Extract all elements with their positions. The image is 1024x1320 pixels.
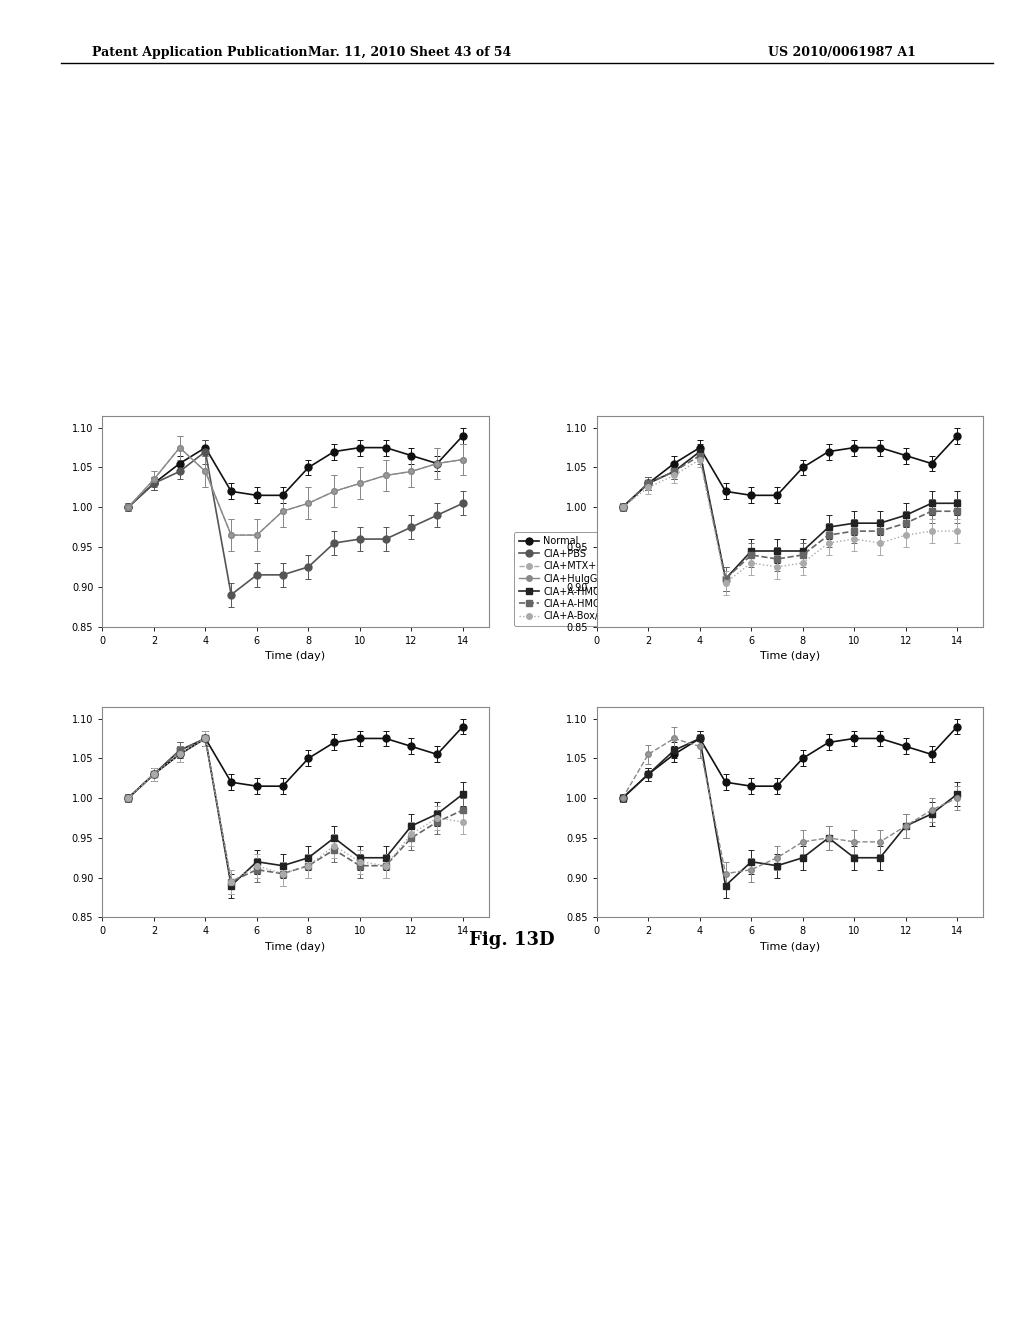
Text: Fig. 13D: Fig. 13D xyxy=(469,931,555,949)
X-axis label: Time (day): Time (day) xyxy=(265,942,326,952)
Legend: Normal, CIA+PBS, CIA+MTX+Renbrel, CIA+HuIgG, CIA+A-HMGB1(S6), CIA+A-HMGB1(G16), : Normal, CIA+PBS, CIA+MTX+Renbrel, CIA+Hu… xyxy=(514,532,646,626)
Text: Mar. 11, 2010 Sheet 43 of 54: Mar. 11, 2010 Sheet 43 of 54 xyxy=(308,46,511,59)
X-axis label: Time (day): Time (day) xyxy=(265,651,326,661)
X-axis label: Time (day): Time (day) xyxy=(760,651,820,661)
X-axis label: Time (day): Time (day) xyxy=(760,942,820,952)
Text: Patent Application Publication: Patent Application Publication xyxy=(92,46,307,59)
Text: US 2010/0061987 A1: US 2010/0061987 A1 xyxy=(768,46,915,59)
